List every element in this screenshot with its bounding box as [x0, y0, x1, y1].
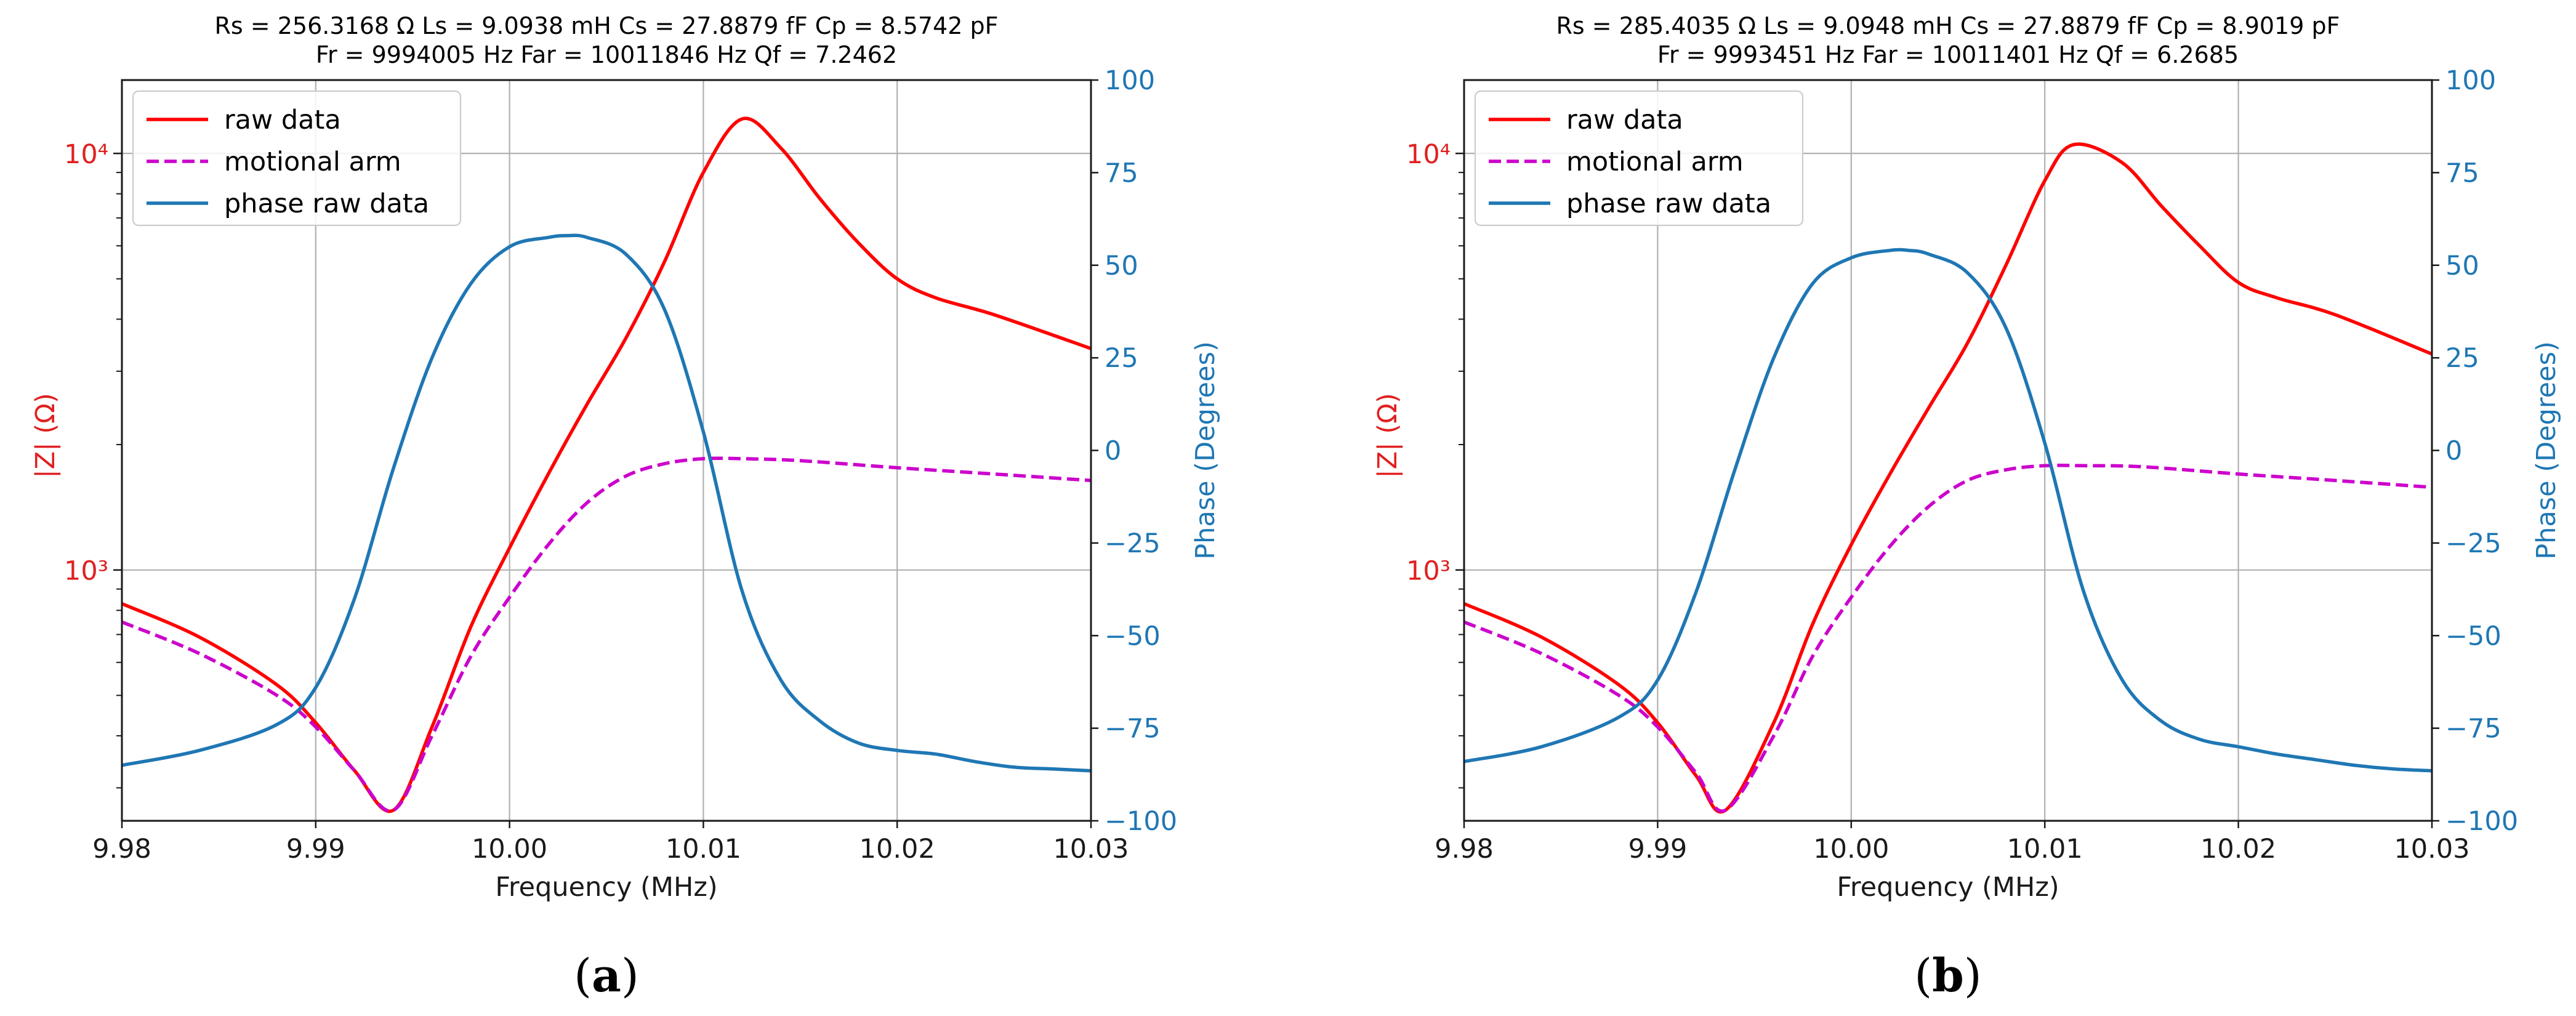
- y-right-tick-label: 100: [1105, 65, 1155, 96]
- x-tick-label: 10.00: [1813, 834, 1889, 865]
- legend-label: phase raw data: [1566, 188, 1771, 219]
- panel-a: 9.98 9.99 10.00 10.01 10.02 10.03 10³ 10⁴ −100 −7…: [30, 12, 1221, 1002]
- y-right-tick-label: 50: [2445, 251, 2479, 281]
- legend-label: raw data: [1566, 105, 1683, 135]
- legend-box: [132, 90, 462, 227]
- y-right-tick-label: 50: [1105, 251, 1138, 281]
- y-right-tick-label: −100: [2445, 806, 2518, 837]
- x-tick-label: 10.03: [2394, 834, 2469, 865]
- subfigure-label: (b): [1914, 949, 1982, 1002]
- x-tick-label: 10.01: [2007, 834, 2083, 865]
- subfigure-label: (a): [574, 949, 639, 1002]
- y-right-tick-label: −75: [1105, 714, 1161, 744]
- x-tick-label: 10.03: [1053, 834, 1129, 865]
- y-left-tick-label: 10³: [64, 556, 108, 587]
- y-right-tick-label: 25: [1105, 343, 1138, 374]
- y-left-axis-label: |Z| (Ω): [1372, 393, 1403, 478]
- chart-title-line: Fr = 9993451 Hz Far = 10011401 Hz Qf = 6…: [1657, 41, 2239, 68]
- y-right-tick-label: 0: [1105, 436, 1121, 467]
- x-tick-label: 9.99: [286, 834, 345, 865]
- y-right-tick-label: −100: [1105, 806, 1177, 837]
- x-axis-label: Frequency (MHz): [1837, 872, 2059, 903]
- chart-title-line: Fr = 9994005 Hz Far = 10011846 Hz Qf = 7…: [316, 41, 897, 68]
- x-tick-label: 9.99: [1628, 834, 1688, 865]
- x-tick-label: 10.02: [859, 834, 935, 865]
- legend: raw data motional arm phase raw data: [1474, 90, 1804, 227]
- chart-title-line: Rs = 285.4035 Ω Ls = 9.0948 mH Cs = 27.8…: [1556, 12, 2340, 39]
- y-right-tick-label: 75: [2445, 158, 2479, 188]
- series-line-phase-raw-data: [121, 233, 1092, 773]
- y-right-tick-label: −75: [2445, 714, 2502, 744]
- x-tick-label: 9.98: [1435, 834, 1494, 865]
- y-right-tick-label: 25: [2445, 343, 2479, 374]
- y-right-tick-label: 75: [1105, 158, 1138, 188]
- x-tick-label: 10.00: [472, 834, 547, 865]
- series-line-phase-raw-data: [1463, 248, 2433, 773]
- x-tick-label: 10.01: [666, 834, 741, 865]
- legend-label: motional arm: [224, 147, 401, 177]
- panel-b: 9.98 9.99 10.00 10.01 10.02 10.03 10³ 10⁴ −100 −7…: [1372, 12, 2562, 1002]
- legend-label: motional arm: [1566, 147, 1744, 177]
- series-line-motional-arm: [121, 456, 1092, 813]
- legend: raw data motional arm phase raw data: [132, 90, 462, 227]
- y-left-tick-label: 10³: [1406, 556, 1451, 587]
- series-line-raw-data: [121, 116, 1092, 813]
- y-right-tick-label: −50: [2445, 621, 2502, 651]
- legend-label: raw data: [224, 105, 341, 135]
- chart-title-line: Rs = 256.3168 Ω Ls = 9.0938 mH Cs = 27.8…: [215, 12, 999, 39]
- y-right-axis-label: Phase (Degrees): [1190, 341, 1221, 560]
- legend-label: phase raw data: [224, 188, 429, 219]
- y-right-tick-label: −50: [1105, 621, 1161, 651]
- y-left-tick-label: 10⁴: [64, 139, 108, 170]
- series-line-motional-arm: [1463, 463, 2433, 813]
- y-left-axis-label: |Z| (Ω): [30, 393, 61, 478]
- x-axis-label: Frequency (MHz): [495, 872, 717, 903]
- x-tick-label: 9.98: [92, 834, 151, 865]
- legend-box: [1474, 90, 1804, 227]
- y-left-tick-label: 10⁴: [1406, 139, 1451, 170]
- y-right-tick-label: −25: [1105, 528, 1161, 559]
- series-line-raw-data: [1463, 142, 2433, 814]
- y-right-axis-label: Phase (Degrees): [2531, 341, 2562, 560]
- y-right-tick-label: 0: [2445, 436, 2462, 467]
- x-tick-label: 10.02: [2200, 834, 2276, 865]
- y-right-tick-label: 100: [2445, 65, 2496, 96]
- y-right-tick-label: −25: [2445, 528, 2502, 559]
